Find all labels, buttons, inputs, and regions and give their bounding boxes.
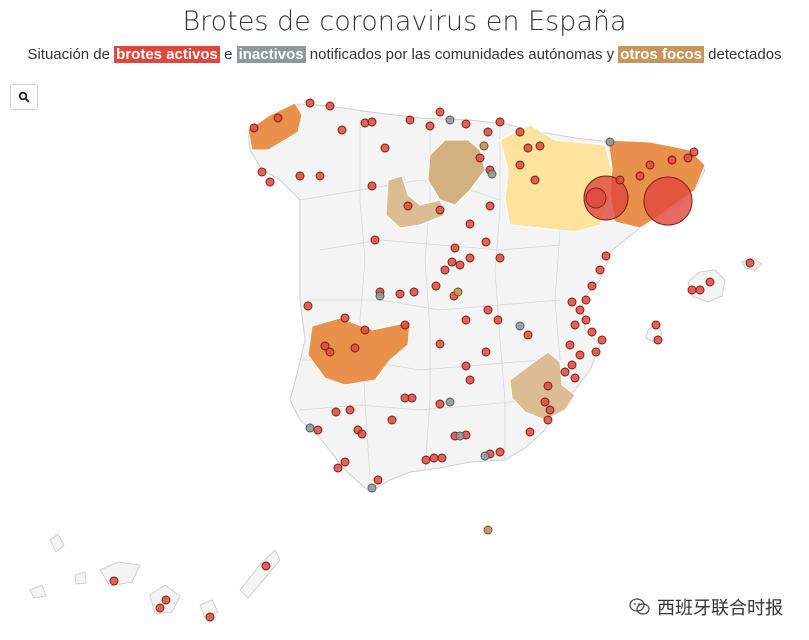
- legend-other-badge: otros focos: [618, 46, 704, 63]
- region-tan-north: [427, 139, 486, 206]
- search-button[interactable]: [10, 84, 38, 110]
- region-galicia: [247, 102, 303, 151]
- balearic-mallorca: [687, 269, 726, 303]
- wechat-icon: [629, 598, 650, 615]
- legend-active-badge: brotes activos: [114, 46, 220, 63]
- region-extremadura: [307, 317, 411, 386]
- search-icon: [18, 91, 30, 103]
- canary-islands: [29, 533, 281, 619]
- region-murcia: [509, 351, 576, 421]
- outbreak-medium-aragon: [585, 187, 607, 209]
- subtitle-conj: e: [224, 46, 233, 63]
- outbreak-markers-active: [109, 98, 755, 622]
- subtitle-middle: notificados por las comunidades autónoma…: [309, 46, 615, 63]
- watermark-text: 西班牙联合时报: [657, 598, 783, 619]
- watermark: 西班牙联合时报: [629, 594, 783, 620]
- map-title: Brotes de coronavirus en España: [182, 6, 627, 37]
- outbreak-markers-other: [453, 141, 493, 535]
- outbreak-markers-inactive: [305, 115, 615, 493]
- outbreak-large-catalonia: [643, 176, 693, 226]
- legend-inactive-badge: inactivos: [236, 46, 306, 63]
- subtitle-suffix: detectados: [708, 46, 782, 63]
- map-subtitle: Situación de brotes activos e inactivos …: [0, 46, 809, 63]
- subtitle-prefix: Situación de: [27, 46, 110, 63]
